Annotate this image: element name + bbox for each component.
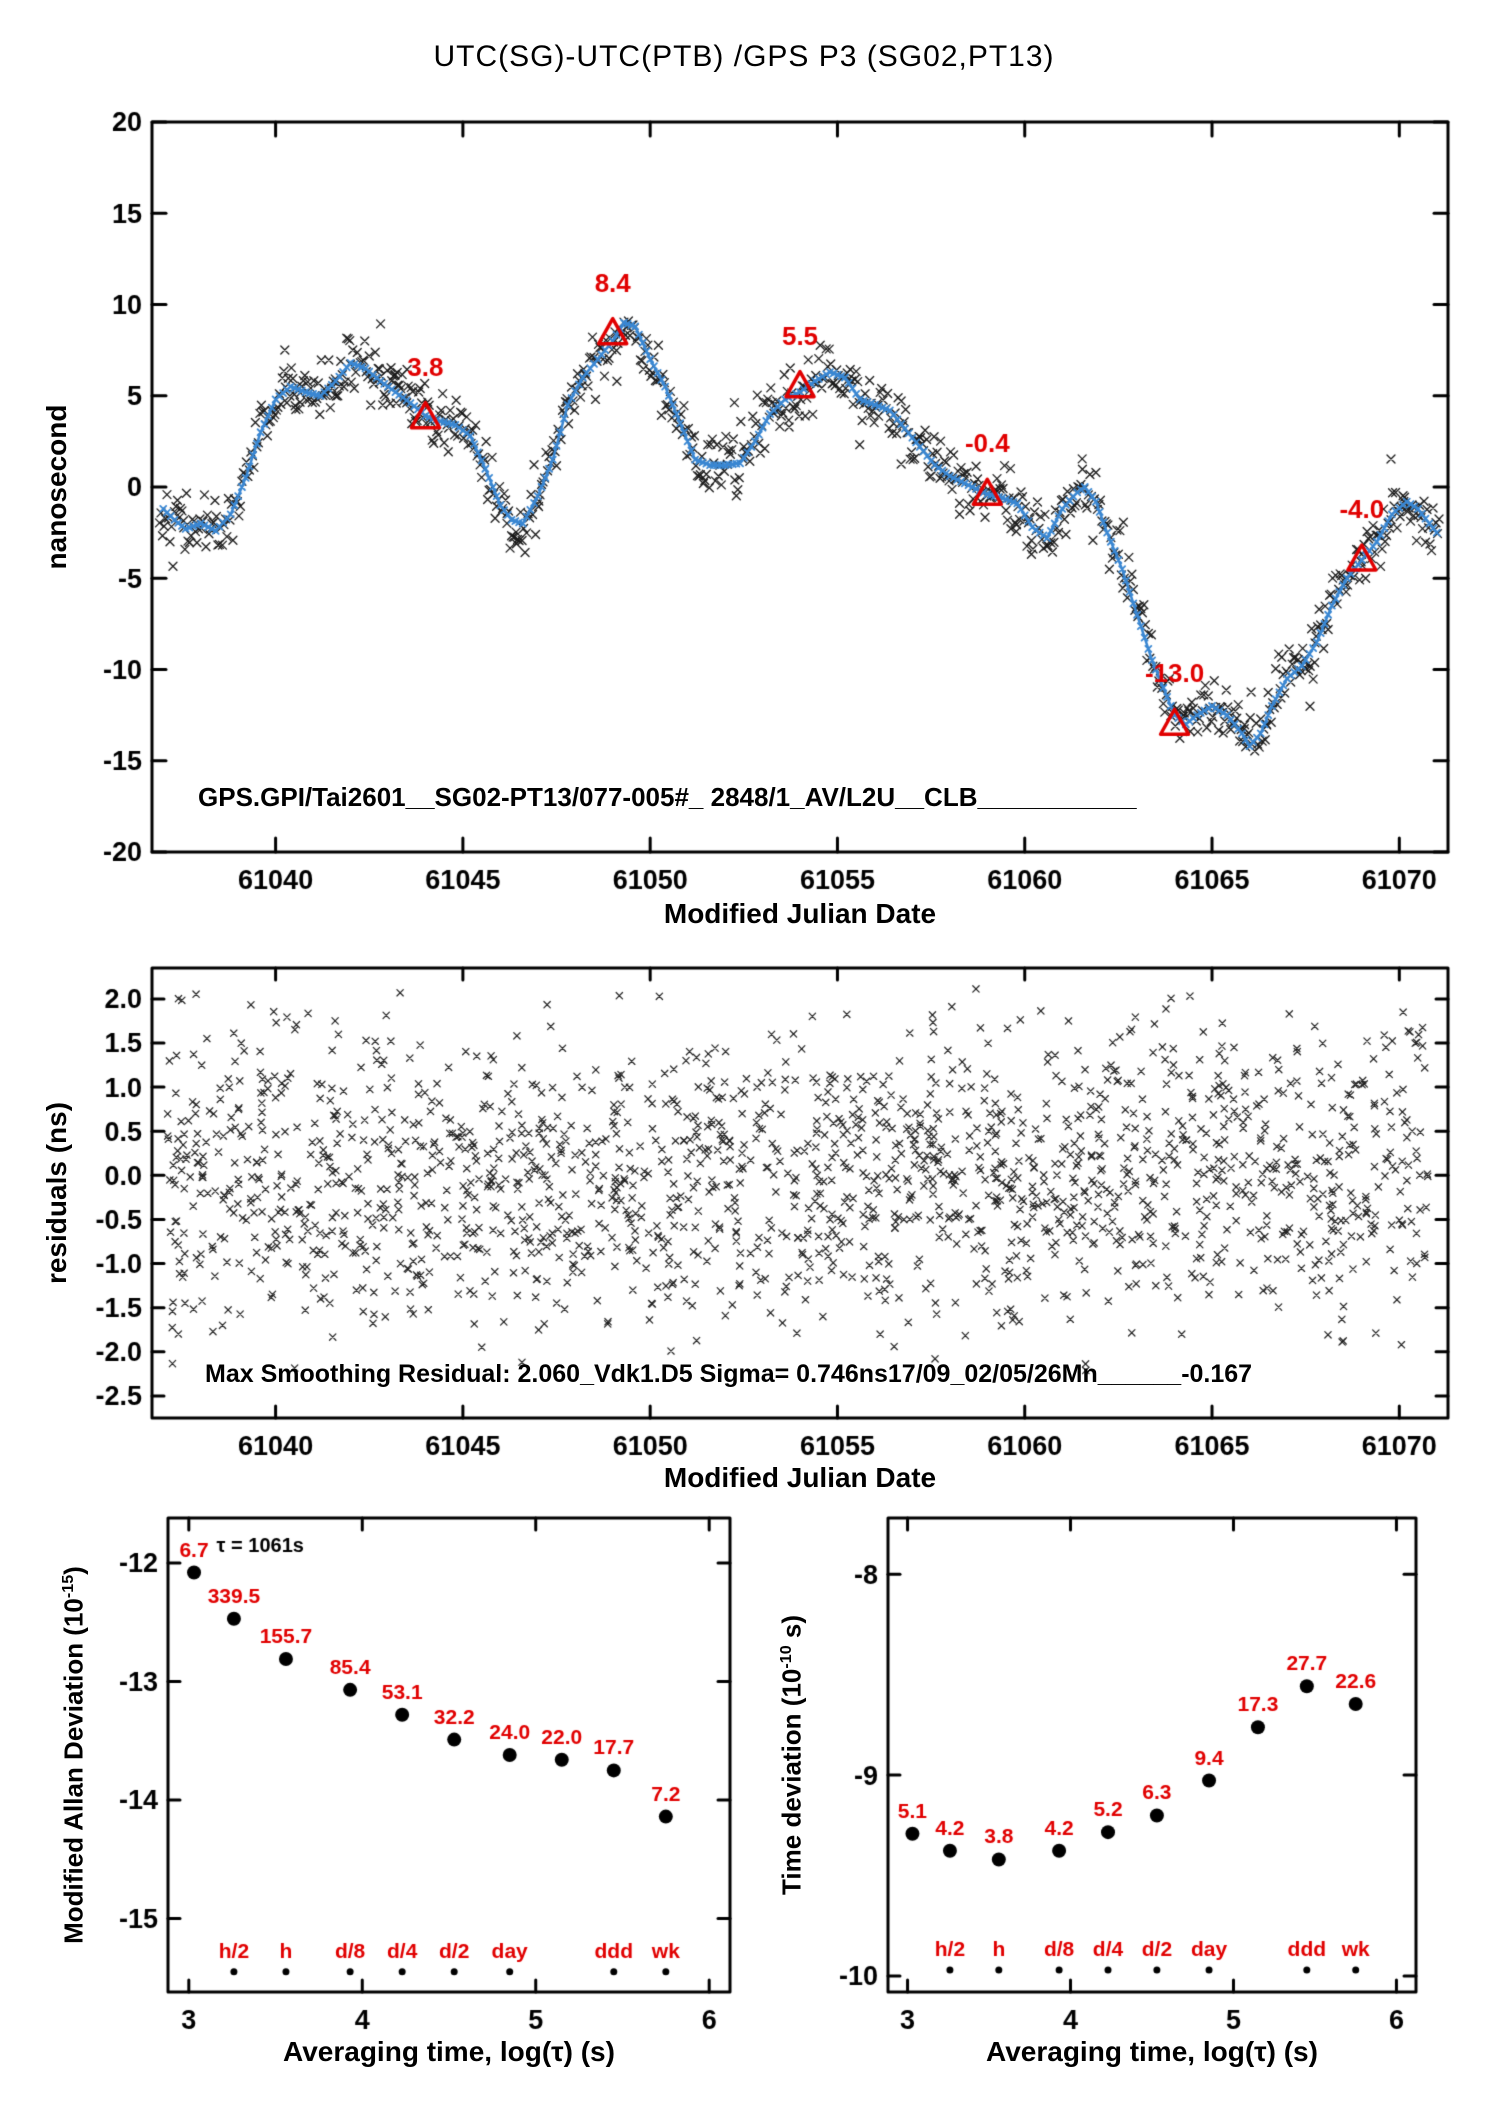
phase-annotation: GPS.GPI/Tai2601__SG02-PT13/077-005#_ 284…	[198, 782, 1137, 812]
tdev-ylabel: Time deviation (10-10 s)	[777, 1615, 808, 1895]
tdev-ylabel-exponent: -10	[776, 1645, 795, 1669]
tdev-ylabel-text: Time deviation (10	[776, 1668, 807, 1896]
mdev-ylabel-text: Modified Allan Deviation (10	[58, 1598, 89, 1944]
mdev-ylabel-close: )	[58, 1566, 89, 1575]
mdev-ylabel-exponent: -15	[58, 1574, 77, 1599]
tdev-xlabel: Averaging time, log(τ) (s)	[986, 2036, 1318, 2067]
mdev-ylabel: Modified Allan Deviation (10-15)	[59, 1566, 90, 1944]
chart-title: UTC(SG)-UTC(PTB) /GPS P3 (SG02,PT13)	[433, 40, 1055, 73]
tdev-ylabel-close: s)	[776, 1614, 807, 1646]
residuals-xlabel: Modified Julian Date	[663, 1462, 937, 1493]
phase-xlabel: Modified Julian Date	[663, 898, 937, 929]
residuals-ylabel: residuals (ns)	[41, 1101, 72, 1285]
mdev-xlabel: Averaging time, log(τ) (s)	[283, 2036, 615, 2067]
phase-ylabel: nanosecond	[41, 404, 72, 570]
residuals-annotation: Max Smoothing Residual: 2.060_Vdk1.D5 Si…	[205, 1360, 1253, 1388]
